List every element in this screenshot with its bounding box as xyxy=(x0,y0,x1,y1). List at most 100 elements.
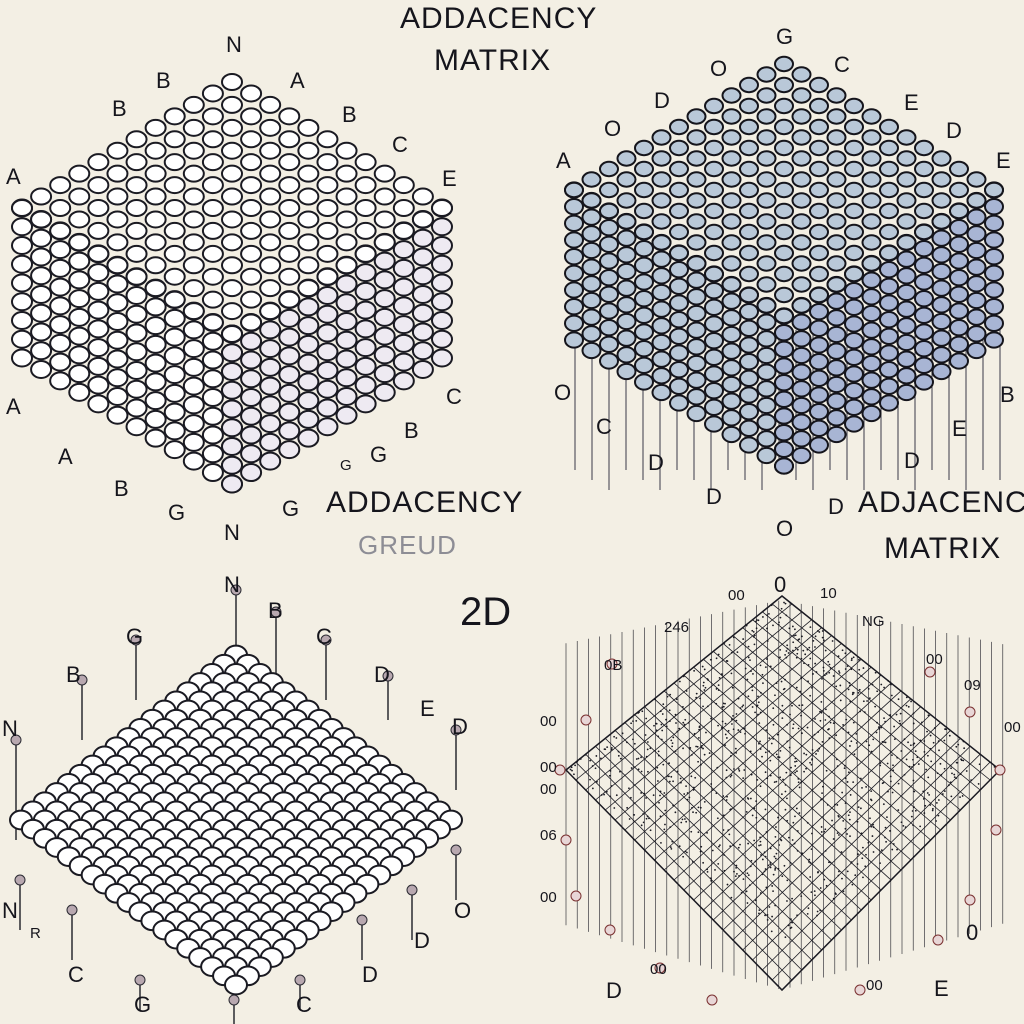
lattice-node xyxy=(669,377,689,395)
grid-dot xyxy=(780,607,783,610)
lattice-node xyxy=(297,164,320,183)
grid-dot xyxy=(921,721,923,724)
lattice-node xyxy=(316,379,339,399)
grid-dot xyxy=(859,710,862,713)
lattice-node xyxy=(259,118,282,137)
grid-dot xyxy=(796,830,799,832)
node-label: C xyxy=(392,132,408,157)
grid-dot xyxy=(672,736,675,739)
grid-dot xyxy=(718,676,721,679)
lattice-node xyxy=(634,202,654,220)
lattice-node xyxy=(791,330,812,348)
lattice-node xyxy=(686,404,707,423)
grid-dot xyxy=(682,855,685,858)
grid-dot xyxy=(880,726,883,729)
grid-dot xyxy=(832,722,835,725)
grid-dot xyxy=(775,852,778,855)
lattice-node xyxy=(581,241,602,260)
lattice-node xyxy=(182,357,205,377)
grid-dot xyxy=(728,644,731,646)
grid-dot xyxy=(729,775,732,778)
grid-dot xyxy=(887,679,890,682)
lattice-node xyxy=(791,396,812,415)
grid-dot xyxy=(899,722,902,725)
grid-dot xyxy=(706,832,708,834)
lattice-node xyxy=(721,425,742,444)
grid-dot xyxy=(794,760,796,763)
grid-dot xyxy=(661,713,664,715)
title-mid-right-line2: MATRIX xyxy=(884,532,1002,565)
grid-dot xyxy=(784,936,787,939)
grid-dot xyxy=(728,833,731,836)
lattice-node xyxy=(616,171,637,188)
grid-dot xyxy=(635,758,638,760)
lattice-node xyxy=(11,199,33,217)
node-label: 246 xyxy=(664,619,690,636)
stem-bulb xyxy=(450,844,462,856)
grid-dot xyxy=(833,787,836,789)
grid-dot xyxy=(860,675,863,677)
lattice-node xyxy=(774,390,794,408)
lattice-node xyxy=(634,160,654,178)
grid-dot xyxy=(730,896,733,899)
grid-dot xyxy=(659,710,662,713)
grid-dot xyxy=(904,826,907,829)
lattice-node xyxy=(106,141,129,160)
lattice-node xyxy=(278,176,301,195)
lattice-node xyxy=(634,256,654,274)
lattice-node xyxy=(669,277,689,295)
lattice-node xyxy=(163,176,186,195)
lattice-node xyxy=(616,296,637,314)
grid-dot xyxy=(821,792,823,794)
grid-dot xyxy=(758,912,760,915)
lattice-node xyxy=(844,265,864,283)
lattice-node xyxy=(144,316,167,336)
lattice-node xyxy=(259,357,282,377)
lattice-node xyxy=(826,425,847,444)
grid-dot xyxy=(669,846,672,848)
lattice-node xyxy=(49,199,72,217)
lattice-node xyxy=(125,342,148,362)
grid-dot xyxy=(824,719,827,721)
lattice-node xyxy=(259,339,282,359)
lattice-node xyxy=(651,367,672,385)
lattice-node xyxy=(669,294,689,312)
lattice-node xyxy=(826,213,847,230)
lattice-node xyxy=(221,118,243,137)
lattice-node xyxy=(739,181,759,199)
node-label: D xyxy=(706,484,722,509)
grid-dot xyxy=(848,682,851,684)
grid-dot xyxy=(840,851,843,853)
grid-dot xyxy=(911,810,914,812)
grid-dot xyxy=(801,732,803,735)
lattice-node xyxy=(68,164,91,183)
grid-dot xyxy=(797,781,800,784)
grid-dot xyxy=(817,871,819,874)
lattice-node xyxy=(774,286,794,304)
lattice-node xyxy=(182,95,205,114)
lattice-node xyxy=(791,192,812,209)
lattice-node xyxy=(686,129,707,146)
grid-dot xyxy=(781,717,784,720)
grid-dot xyxy=(905,696,908,699)
lattice-node xyxy=(335,274,358,294)
lattice-node xyxy=(949,269,969,287)
lattice-node xyxy=(373,270,396,290)
grid-dot xyxy=(766,614,769,617)
grid-dot xyxy=(828,671,831,674)
lattice-node xyxy=(68,187,91,206)
lattice-node xyxy=(106,312,129,332)
grid-dot xyxy=(701,665,704,668)
lattice-node xyxy=(163,290,186,309)
grid-dot xyxy=(822,666,825,669)
grid-dot xyxy=(732,636,735,639)
grid-dot xyxy=(663,828,666,831)
grid-dot xyxy=(753,839,756,842)
grid-dot xyxy=(953,776,956,779)
lattice-node xyxy=(739,303,759,321)
lattice-node xyxy=(861,288,882,306)
lattice-node xyxy=(240,463,263,483)
grid-dot xyxy=(778,844,781,846)
grid-dot xyxy=(866,700,868,702)
